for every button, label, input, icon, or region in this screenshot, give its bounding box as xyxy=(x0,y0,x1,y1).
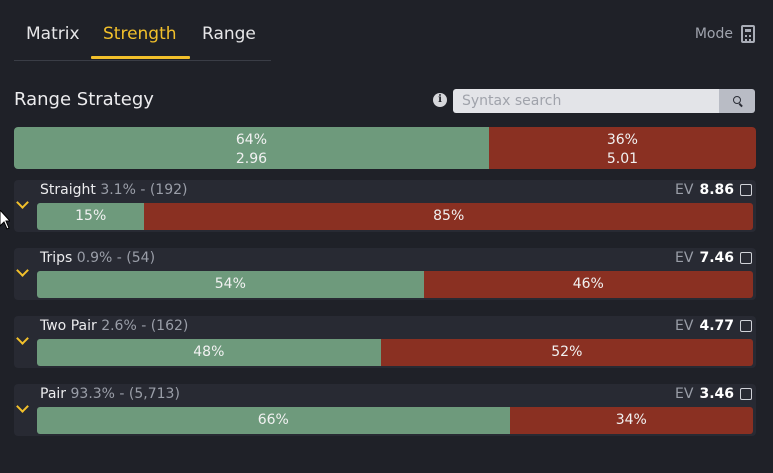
row-label: Straight 3.1% - (192) xyxy=(40,182,188,198)
chevron-down-icon[interactable] xyxy=(16,400,29,413)
chevron-down-icon[interactable] xyxy=(16,196,29,209)
overall-green-percent: 64% xyxy=(235,132,267,148)
ev-display: EV 4.77 xyxy=(675,318,752,334)
hand-class-row-straight: Straight 3.1% - (192) EV 8.86 15% 85% xyxy=(14,180,756,232)
ev-display: EV 3.46 xyxy=(675,386,752,402)
green-percent: 15% xyxy=(75,208,107,224)
ev-display: EV 7.46 xyxy=(675,250,752,266)
hand-class-row-pair: Pair 93.3% - (5,713) EV 3.46 66% 34% xyxy=(14,384,756,436)
strategy-bar: 15% 85% xyxy=(37,203,753,230)
bar-green-segment: 54% xyxy=(37,271,424,298)
chevron-down-icon[interactable] xyxy=(16,332,29,345)
strength-tabs: Matrix Strength Range xyxy=(14,16,271,61)
tab-matrix[interactable]: Matrix xyxy=(26,24,80,44)
row-stats: 93.3% - (5,713) xyxy=(70,386,180,402)
row-stats: 0.9% - (54) xyxy=(76,250,156,266)
ev-display: EV 8.86 xyxy=(675,182,752,198)
row-label: Two Pair 2.6% - (162) xyxy=(40,318,189,334)
syntax-search-input[interactable] xyxy=(453,89,719,113)
row-checkbox[interactable] xyxy=(740,320,752,332)
ev-value: 8.86 xyxy=(699,182,734,198)
row-label: Trips 0.9% - (54) xyxy=(40,250,156,266)
overall-strategy-bar: 64% 2.96 36% 5.01 xyxy=(14,127,756,169)
row-stats: 3.1% - (192) xyxy=(100,182,188,198)
chevron-down-icon[interactable] xyxy=(16,264,29,277)
mode-label: Mode xyxy=(694,26,733,42)
section-title: Range Strategy xyxy=(14,89,154,110)
ev-value: 7.46 xyxy=(699,250,734,266)
overall-red-percent: 36% xyxy=(606,132,638,148)
info-icon[interactable]: i xyxy=(433,93,447,107)
bar-green-segment: 48% xyxy=(37,339,381,366)
strategy-bar: 66% 34% xyxy=(37,407,753,434)
calculator-icon xyxy=(741,25,755,43)
bar-red-segment: 46% xyxy=(423,271,753,298)
overall-green-value: 2.96 xyxy=(235,151,268,167)
green-percent: 48% xyxy=(193,344,225,360)
tab-range[interactable]: Range xyxy=(202,24,256,44)
green-percent: 66% xyxy=(257,412,289,428)
bar-red-segment: 34% xyxy=(509,407,753,434)
ev-value: 3.46 xyxy=(699,386,734,402)
mode-button[interactable]: Mode xyxy=(695,25,755,43)
search-button[interactable] xyxy=(719,89,755,113)
hand-class-row-trips: Trips 0.9% - (54) EV 7.46 54% 46% xyxy=(14,248,756,300)
row-checkbox[interactable] xyxy=(740,388,752,400)
hand-class-row-two-pair: Two Pair 2.6% - (162) EV 4.77 48% 52% xyxy=(14,316,756,368)
bar-green-segment: 15% xyxy=(37,203,145,230)
row-label: Pair 93.3% - (5,713) xyxy=(40,386,180,402)
overall-red-segment: 36% 5.01 xyxy=(488,127,756,169)
row-checkbox[interactable] xyxy=(740,252,752,264)
strategy-bar: 48% 52% xyxy=(37,339,753,366)
red-percent: 34% xyxy=(615,412,647,428)
bar-red-segment: 85% xyxy=(144,203,753,230)
red-percent: 85% xyxy=(433,208,465,224)
ev-value: 4.77 xyxy=(699,318,734,334)
tab-strength[interactable]: Strength xyxy=(103,24,177,44)
strategy-bar: 54% 46% xyxy=(37,271,753,298)
overall-green-segment: 64% 2.96 xyxy=(14,127,489,169)
red-percent: 46% xyxy=(572,276,604,292)
red-percent: 52% xyxy=(551,344,583,360)
active-tab-indicator xyxy=(91,56,190,59)
green-percent: 54% xyxy=(214,276,246,292)
bar-red-segment: 52% xyxy=(380,339,753,366)
overall-red-value: 5.01 xyxy=(606,151,639,167)
search-icon xyxy=(733,96,741,104)
row-checkbox[interactable] xyxy=(740,184,752,196)
bar-green-segment: 66% xyxy=(37,407,510,434)
row-stats: 2.6% - (162) xyxy=(101,318,189,334)
